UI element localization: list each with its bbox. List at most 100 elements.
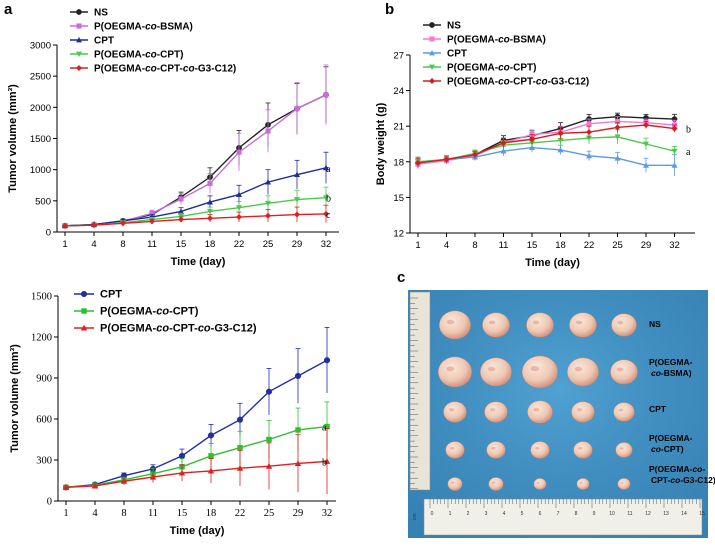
legend-label: P(OEGMA-co-CPT)	[100, 306, 199, 318]
x-tick-label: 18	[205, 239, 216, 250]
data-point	[500, 148, 507, 154]
photo-row-label: CPT	[649, 404, 667, 414]
x-tick-label: 8	[120, 239, 125, 250]
y-tick-label: 21	[393, 122, 404, 133]
y-tick-label: 12	[393, 229, 404, 240]
ruler-number: 0	[431, 511, 434, 517]
data-point	[62, 484, 70, 490]
data-point	[557, 138, 564, 144]
tumor-spot	[576, 408, 583, 412]
tumor-sample	[439, 310, 471, 340]
tumor-sample	[480, 357, 512, 387]
tumor-spot	[492, 481, 496, 484]
ruler-number: 12	[645, 511, 651, 517]
y-tick-label: 600	[36, 415, 52, 426]
data-point	[265, 462, 273, 469]
data-point	[178, 469, 186, 476]
series-cpt	[62, 327, 331, 491]
vertical-ruler	[409, 291, 431, 491]
data-point	[643, 162, 649, 168]
legend: CPT P(OEGMA-co-CPT) P(OEGMA-co-CPT-co-G3-C…	[74, 289, 257, 335]
series-p-oegma-co-cpt	[62, 186, 329, 229]
series-line	[65, 425, 328, 489]
series-line	[64, 213, 327, 227]
tumor-sample	[617, 478, 631, 490]
legend-marker	[81, 308, 87, 314]
significance-label: b	[686, 125, 691, 136]
x-tick-label: 29	[641, 240, 652, 251]
x-tick-label: 25	[612, 240, 623, 251]
data-point	[323, 458, 331, 464]
tumor-sample	[571, 401, 595, 423]
data-point	[236, 191, 242, 197]
series-line	[64, 167, 327, 227]
tumor-sample	[484, 401, 508, 423]
y-tick-label: 15	[393, 193, 404, 204]
legend-item-cpt: CPT	[70, 36, 114, 47]
tumor-sample	[533, 478, 547, 490]
significance-label: a	[686, 147, 691, 158]
x-axis-title: Time (day)	[170, 525, 225, 537]
tumor-spot	[446, 319, 455, 325]
x-tick-label: 25	[263, 239, 274, 250]
data-point	[614, 118, 621, 125]
legend-item-p-oegma-co-cpt-co-g3-c12: P(OEGMA-co-CPT-co-G3-C12)	[74, 323, 257, 335]
tumor-spot	[535, 446, 540, 450]
significance-label: a	[326, 164, 331, 175]
legend-item-p-oegma-co-bsma: P(OEGMA-co-BSMA)	[423, 35, 546, 46]
chart-tumor-volume-top: 0 500 1000 1500 2000 2500 3000 1 4 8 11 15 18 22 25 29 3…	[7, 8, 339, 268]
legend-marker	[76, 9, 82, 15]
legend-label: P(OEGMA-co-CPT-co-G3-C12)	[447, 77, 589, 88]
data-point	[207, 467, 215, 474]
vertical-ruler-ticks	[410, 297, 418, 490]
data-point	[207, 432, 215, 439]
x-tick-label: 11	[147, 239, 157, 250]
data-point	[294, 372, 302, 380]
data-point	[149, 210, 155, 216]
data-point	[415, 159, 421, 166]
data-point	[236, 205, 242, 211]
data-point	[91, 482, 99, 489]
x-tick-label: 15	[176, 239, 187, 250]
data-point	[207, 180, 213, 186]
series-line	[417, 146, 675, 167]
photo-row-label: P(OEGMA-co-CPT-co-G3-C12)	[649, 464, 715, 485]
tumor-spot	[575, 320, 583, 325]
ruler-number: 2	[467, 511, 470, 517]
x-tick-label: 4	[444, 240, 449, 251]
significance-label: b	[326, 194, 331, 205]
y-tick-label: 1500	[31, 292, 52, 303]
tumor-sample	[567, 357, 599, 387]
tumor-sample	[615, 442, 633, 458]
data-point	[294, 460, 302, 466]
tumor-spot	[578, 446, 583, 450]
data-point	[671, 162, 678, 168]
data-point	[643, 141, 649, 147]
data-point	[236, 416, 244, 423]
x-tick-label: 22	[234, 239, 245, 250]
x-tick-label: 4	[92, 508, 98, 519]
x-tick-label: 11	[499, 240, 509, 251]
data-point	[178, 208, 184, 214]
legend-item-p-oegma-co-cpt-co-g3-c12: P(OEGMA-co-CPT-co-G3-C12)	[423, 77, 589, 88]
legend-label: P(OEGMA-co-CPT-co-G3-C12)	[100, 323, 257, 335]
data-point	[614, 124, 621, 131]
tumor-spot	[530, 366, 540, 372]
y-tick-label: 1200	[31, 333, 52, 344]
data-point	[500, 139, 507, 146]
data-point	[643, 122, 649, 129]
legend-marker	[429, 36, 435, 42]
legend-item-p-oegma-co-cpt: P(OEGMA-co-CPT)	[70, 50, 183, 61]
x-tick-label: 18	[206, 508, 217, 519]
ruler-number: 1	[449, 511, 452, 517]
legend: NS P(OEGMA-co-BSMA) CPT P(OEGMA-co-CPT) P(OE…	[70, 8, 236, 75]
data-point	[236, 214, 242, 221]
data-point	[586, 135, 592, 142]
data-point	[265, 388, 273, 395]
y-tick-label: 500	[35, 196, 51, 207]
photo-row-labels: NS P(OEGMA-co-BSMA) CPT P(OEGMA-co-CPT) P(OE…	[649, 319, 715, 485]
tumor-sample	[530, 441, 550, 459]
tumor-spot	[488, 320, 496, 325]
legend-marker	[429, 22, 435, 28]
